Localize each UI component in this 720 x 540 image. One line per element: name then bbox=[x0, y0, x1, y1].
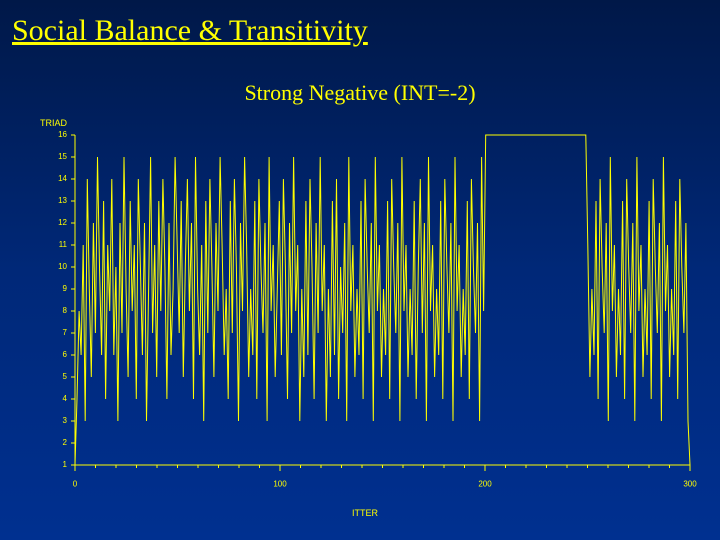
svg-text:16: 16 bbox=[58, 130, 67, 139]
x-axis-title: ITTER bbox=[30, 508, 700, 518]
svg-text:7: 7 bbox=[63, 328, 68, 337]
svg-text:11: 11 bbox=[59, 240, 68, 249]
y-axis-title: TRIAD bbox=[40, 118, 67, 128]
svg-text:6: 6 bbox=[63, 350, 68, 359]
svg-text:100: 100 bbox=[273, 480, 287, 489]
svg-text:14: 14 bbox=[58, 174, 67, 183]
svg-text:300: 300 bbox=[683, 480, 697, 489]
svg-text:5: 5 bbox=[63, 372, 68, 381]
chart-container: TRIAD 123456789101112131415160100200300 … bbox=[30, 118, 700, 518]
svg-text:200: 200 bbox=[478, 480, 492, 489]
slide-title: Social Balance & Transitivity bbox=[12, 14, 368, 48]
svg-text:13: 13 bbox=[58, 196, 67, 205]
svg-text:10: 10 bbox=[58, 262, 67, 271]
svg-text:15: 15 bbox=[58, 152, 67, 161]
svg-text:0: 0 bbox=[73, 480, 78, 489]
svg-text:1: 1 bbox=[63, 460, 68, 469]
svg-text:9: 9 bbox=[63, 284, 68, 293]
line-chart: 123456789101112131415160100200300 bbox=[30, 130, 700, 500]
svg-text:12: 12 bbox=[58, 218, 67, 227]
slide-subtitle: Strong Negative (INT=-2) bbox=[0, 80, 720, 106]
svg-text:3: 3 bbox=[63, 416, 68, 425]
svg-text:2: 2 bbox=[63, 438, 68, 447]
svg-text:8: 8 bbox=[63, 306, 68, 315]
svg-text:4: 4 bbox=[63, 394, 68, 403]
